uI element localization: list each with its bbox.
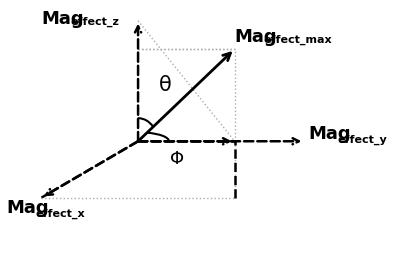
Text: Mag: Mag	[308, 124, 351, 143]
Text: Mag: Mag	[7, 199, 49, 217]
Text: effect_z: effect_z	[70, 17, 119, 27]
Text: effect_y: effect_y	[337, 135, 387, 145]
Text: θ: θ	[159, 75, 172, 95]
Text: Mag: Mag	[235, 28, 277, 46]
Text: effect_x: effect_x	[36, 209, 85, 220]
Text: Mag: Mag	[42, 10, 84, 29]
Text: effect_max: effect_max	[264, 35, 332, 45]
Text: Φ: Φ	[170, 150, 184, 168]
